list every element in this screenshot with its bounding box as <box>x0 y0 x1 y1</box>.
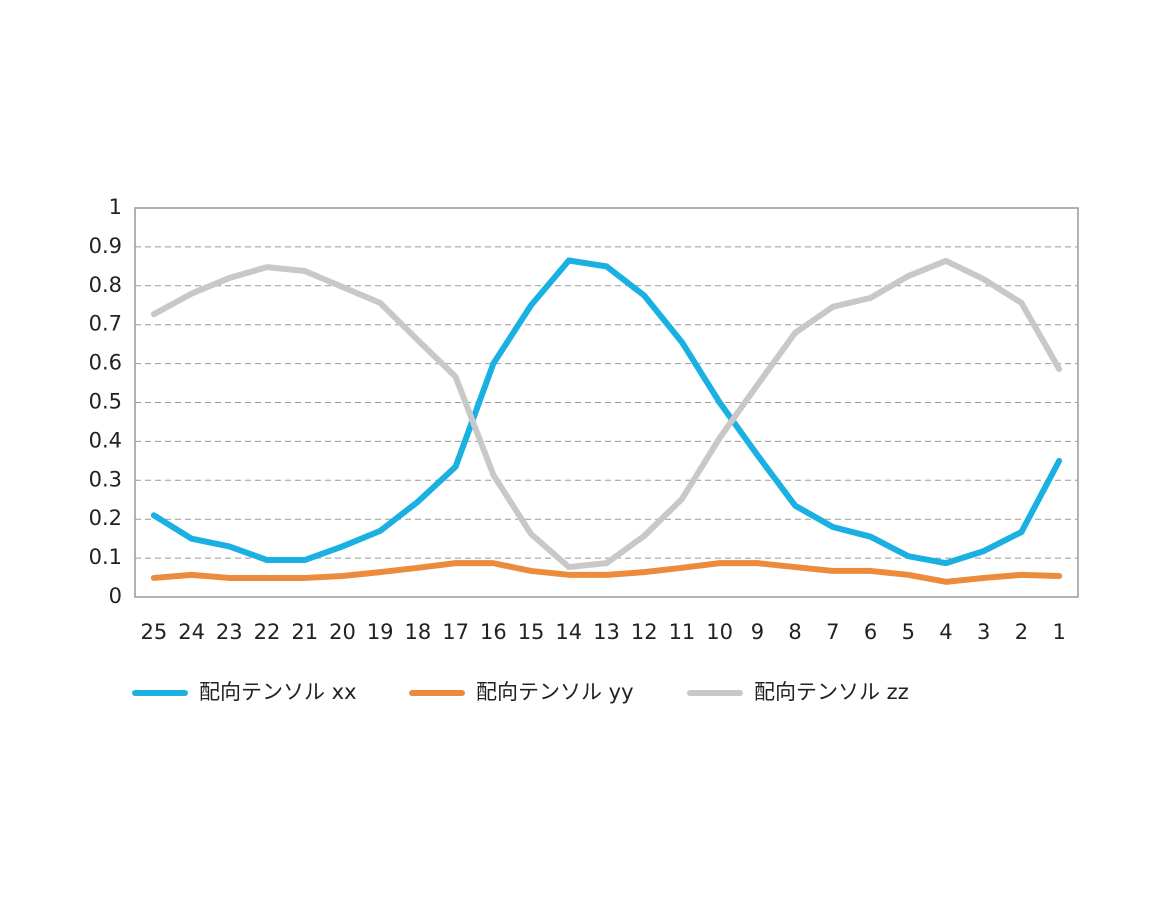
x-tick-label: 4 <box>939 620 952 644</box>
y-tick-label: 0.7 <box>89 312 122 336</box>
x-tick-label: 7 <box>826 620 839 644</box>
y-tick-label: 0 <box>109 584 122 608</box>
x-tick-label: 10 <box>706 620 733 644</box>
legend-label: 配向テンソル xx <box>199 680 357 704</box>
y-tick-label: 0.1 <box>89 545 122 569</box>
x-tick-label: 2 <box>1015 620 1028 644</box>
legend-label: 配向テンソル zz <box>754 680 909 704</box>
y-tick-label: 0.3 <box>89 467 122 491</box>
x-tick-label: 18 <box>405 620 432 644</box>
x-tick-label: 17 <box>442 620 469 644</box>
x-tick-label: 21 <box>291 620 318 644</box>
y-tick-label: 0.8 <box>89 273 122 297</box>
x-tick-label: 25 <box>140 620 167 644</box>
x-tick-label: 16 <box>480 620 507 644</box>
series-line <box>150 560 1063 585</box>
x-tick-label: 9 <box>751 620 764 644</box>
x-tick-label: 1 <box>1052 620 1065 644</box>
x-tick-label: 24 <box>178 620 205 644</box>
x-tick-label: 22 <box>254 620 281 644</box>
x-tick-label: 19 <box>367 620 394 644</box>
series-line <box>150 257 1063 571</box>
x-tick-label: 20 <box>329 620 356 644</box>
x-tick-label: 6 <box>864 620 877 644</box>
x-tick-label: 23 <box>216 620 243 644</box>
x-tick-label: 8 <box>788 620 801 644</box>
x-tick-label: 15 <box>518 620 545 644</box>
y-tick-label: 0.5 <box>89 390 122 414</box>
y-tick-label: 0.6 <box>89 351 122 375</box>
y-tick-label: 0.2 <box>89 506 122 530</box>
series-line <box>150 257 1063 567</box>
x-tick-label: 5 <box>902 620 915 644</box>
x-tick-label: 3 <box>977 620 990 644</box>
x-tick-label: 13 <box>593 620 620 644</box>
y-tick-label: 0.9 <box>89 234 122 258</box>
y-tick-label: 0.4 <box>89 428 122 452</box>
legend-label: 配向テンソル yy <box>476 680 634 704</box>
y-tick-label: 1 <box>109 195 122 219</box>
x-tick-label: 11 <box>669 620 696 644</box>
x-tick-label: 12 <box>631 620 658 644</box>
x-tick-label: 14 <box>555 620 582 644</box>
